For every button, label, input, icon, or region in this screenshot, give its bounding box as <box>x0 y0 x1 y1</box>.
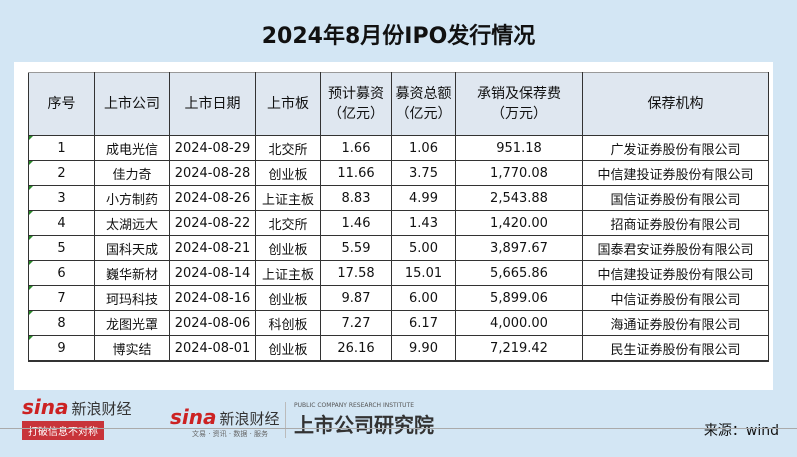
table-cell: 3,897.67 <box>455 235 583 261</box>
table-cell: 6.17 <box>391 310 456 336</box>
ipo-table: 序号 上市公司 上市日期 上市板 预计募资 （亿元） 募资总额 （亿元） 承销及保荐费 （万… <box>28 72 769 362</box>
table-cell: 小方制药 <box>94 185 170 211</box>
table-cell: 1,420.00 <box>455 210 583 236</box>
column-header: 预计募资 （亿元） <box>320 72 392 136</box>
table-cell: 北交所 <box>255 210 321 236</box>
table-cell: 1.43 <box>391 210 456 236</box>
table-cell: 国泰君安证券股份有限公司 <box>582 235 769 261</box>
table-cell: 成电光信 <box>94 135 170 161</box>
table-cell: 2024-08-26 <box>169 185 256 211</box>
table-cell: 11.66 <box>320 160 392 186</box>
table-row: 3 小方制药 2024-08-26 上证主板 8.83 4.99 2,543.88 国信证券股… <box>28 185 769 211</box>
table-cell: 3 <box>28 185 95 211</box>
table-cell: 海通证券股份有限公司 <box>582 310 769 336</box>
table-cell: 6.00 <box>391 285 456 311</box>
table-cell: 5.00 <box>391 235 456 261</box>
column-header: 上市公司 <box>94 72 170 136</box>
table-cell: 2024-08-14 <box>169 260 256 286</box>
table-cell: 巍华新材 <box>94 260 170 286</box>
institute-logo: PUBLIC COMPANY RESEARCH INSTITUTE 上市公司研究院 <box>285 402 434 438</box>
table-cell: 4 <box>28 210 95 236</box>
table-cell: 3.75 <box>391 160 456 186</box>
footer-divider <box>0 428 797 457</box>
table-cell: 15.01 <box>391 260 456 286</box>
table-cell: 4,000.00 <box>455 310 583 336</box>
table-row: 6 巍华新材 2024-08-14 上证主板 17.58 15.01 5,665.86 中信建… <box>28 260 769 286</box>
table-cell: 5 <box>28 235 95 261</box>
table-cell: 龙图光罩 <box>94 310 170 336</box>
table-cell: 2024-08-22 <box>169 210 256 236</box>
table-cell: 2024-08-01 <box>169 335 256 362</box>
table-row: 8 龙图光罩 2024-08-06 科创板 7.27 6.17 4,000.00 海通证券股份… <box>28 310 769 336</box>
table-panel: 序号 上市公司 上市日期 上市板 预计募资 （亿元） 募资总额 （亿元） 承销及保荐费 （万… <box>14 62 773 390</box>
table-cell: 9.90 <box>391 335 456 362</box>
table-cell: 1.46 <box>320 210 392 236</box>
table-cell: 9.87 <box>320 285 392 311</box>
table-row: 1 成电光信 2024-08-29 北交所 1.66 1.06 951.18 广发证券股份有限… <box>28 135 769 161</box>
table-cell: 博实结 <box>94 335 170 362</box>
column-header: 上市板 <box>255 72 321 136</box>
table-cell: 北交所 <box>255 135 321 161</box>
table-cell: 2 <box>28 160 95 186</box>
table-cell: 上证主板 <box>255 185 321 211</box>
table-cell: 17.58 <box>320 260 392 286</box>
sina-finance-logo-2: sina 新浪财经 文易 · 资讯 · 数据 · 服务 <box>170 405 280 438</box>
table-cell: 1.06 <box>391 135 456 161</box>
table-cell: 6 <box>28 260 95 286</box>
table-cell: 中信建投证券股份有限公司 <box>582 260 769 286</box>
table-cell: 7.27 <box>320 310 392 336</box>
source-note: 来源：wind <box>703 423 779 439</box>
table-cell: 国科天成 <box>94 235 170 261</box>
table-cell: 招商证券股份有限公司 <box>582 210 769 236</box>
table-cell: 珂玛科技 <box>94 285 170 311</box>
column-header: 保荐机构 <box>582 72 769 136</box>
table-cell: 4.99 <box>391 185 456 211</box>
table-cell: 8.83 <box>320 185 392 211</box>
table-row: 2 佳力奇 2024-08-28 创业板 11.66 3.75 1,770.08 中信建投证券… <box>28 160 769 186</box>
column-header: 承销及保荐费 （万元） <box>455 72 583 136</box>
table-cell: 1,770.08 <box>455 160 583 186</box>
column-header: 序号 <box>28 72 95 136</box>
table-cell: 民生证券股份有限公司 <box>582 335 769 362</box>
sina-finance-logo: sina 新浪财经 打破信息不对称 <box>22 395 132 440</box>
table-cell: 2024-08-16 <box>169 285 256 311</box>
table-cell: 创业板 <box>255 285 321 311</box>
table-cell: 创业板 <box>255 160 321 186</box>
table-cell: 上证主板 <box>255 260 321 286</box>
table-row: 5 国科天成 2024-08-21 创业板 5.59 5.00 3,897.67 国泰君安证券… <box>28 235 769 261</box>
table-cell: 国信证券股份有限公司 <box>582 185 769 211</box>
table-cell: 2024-08-29 <box>169 135 256 161</box>
table-cell: 5,899.06 <box>455 285 583 311</box>
column-header: 募资总额 （亿元） <box>391 72 456 136</box>
column-header: 上市日期 <box>169 72 256 136</box>
page-title: 2024年8月份IPO发行情况 <box>261 24 536 49</box>
table-cell: 5,665.86 <box>455 260 583 286</box>
table-cell: 2024-08-21 <box>169 235 256 261</box>
table-cell: 中信建投证券股份有限公司 <box>582 160 769 186</box>
table-cell: 2024-08-06 <box>169 310 256 336</box>
table-row: 7 珂玛科技 2024-08-16 创业板 9.87 6.00 5,899.06 中信证券股份… <box>28 285 769 311</box>
table-cell: 5.59 <box>320 235 392 261</box>
table-cell: 951.18 <box>455 135 583 161</box>
table-cell: 26.16 <box>320 335 392 362</box>
table-cell: 7 <box>28 285 95 311</box>
table-cell: 9 <box>28 335 95 362</box>
table-cell: 1 <box>28 135 95 161</box>
table-cell: 创业板 <box>255 235 321 261</box>
table-cell: 2,543.88 <box>455 185 583 211</box>
table-cell: 8 <box>28 310 95 336</box>
table-cell: 7,219.42 <box>455 335 583 362</box>
table-cell: 科创板 <box>255 310 321 336</box>
table-cell: 中信证券股份有限公司 <box>582 285 769 311</box>
table-cell: 太湖远大 <box>94 210 170 236</box>
table-cell: 1.66 <box>320 135 392 161</box>
table-cell: 创业板 <box>255 335 321 362</box>
table-row: 9 博实结 2024-08-01 创业板 26.16 9.90 7,219.42 民生证券股份… <box>28 335 769 362</box>
table-cell: 2024-08-28 <box>169 160 256 186</box>
table-cell: 佳力奇 <box>94 160 170 186</box>
table-row: 4 太湖远大 2024-08-22 北交所 1.46 1.43 1,420.00 招商证券股份… <box>28 210 769 236</box>
table-cell: 广发证券股份有限公司 <box>582 135 769 161</box>
